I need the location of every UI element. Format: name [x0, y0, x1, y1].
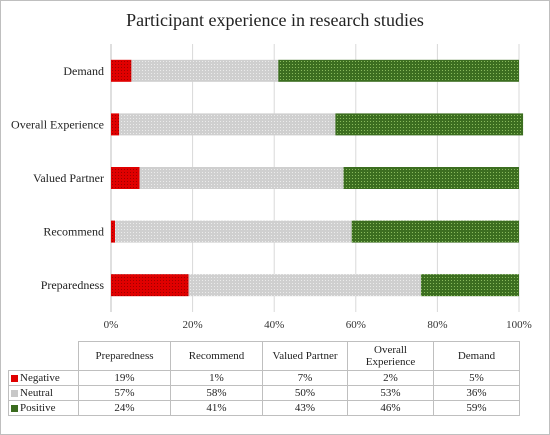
legend-entry-positive: Positive: [8, 400, 79, 416]
bar-positive: [351, 220, 519, 243]
data-table-header: Preparedness: [78, 341, 171, 371]
bar-negative: [111, 59, 132, 82]
data-label: 5%: [433, 370, 520, 386]
bar-positive: [278, 59, 519, 82]
bar-negative: [111, 113, 120, 136]
data-label: 36%: [433, 385, 520, 401]
data-label: 19%: [78, 370, 171, 386]
category-label: Recommend: [43, 225, 104, 239]
x-tick-label: 80%: [427, 319, 447, 331]
bar-negative: [111, 220, 116, 243]
data-label: 1%: [170, 370, 263, 386]
legend-label: Neutral: [20, 387, 53, 399]
data-label: 58%: [170, 385, 263, 401]
x-tick-label: 40%: [264, 319, 284, 331]
data-label: 59%: [433, 400, 520, 416]
legend-entry-neutral: Neutral: [8, 385, 79, 401]
data-table-row-positive: Positive 24% 41% 43% 46% 59%: [8, 400, 520, 416]
data-label: 7%: [262, 370, 348, 386]
data-table-corner: [9, 342, 79, 371]
bar-neutral: [115, 220, 352, 243]
data-label: 57%: [78, 385, 171, 401]
legend-label: Positive: [20, 402, 56, 414]
legend-entry-negative: Negative: [8, 370, 79, 386]
bar-neutral: [119, 113, 336, 136]
data-label: 53%: [347, 385, 434, 401]
bar-positive: [343, 167, 519, 189]
legend-swatch-neutral: [11, 390, 18, 397]
bars: [111, 59, 524, 297]
x-tick-label: 100%: [506, 319, 532, 331]
bar-positive: [335, 113, 524, 136]
bar-positive: [421, 274, 519, 297]
legend-label: Negative: [20, 372, 60, 384]
chart-plot: Preparedness Recommend Valued Partner Overa…: [11, 44, 532, 331]
x-tick-label: 20%: [183, 319, 203, 331]
legend-swatch-negative: [11, 375, 18, 382]
category-label: Valued Partner: [33, 171, 104, 185]
category-label: Demand: [63, 64, 104, 78]
data-table-header: Overall Experience: [347, 341, 434, 371]
bar-negative: [111, 167, 140, 189]
category-labels: Preparedness Recommend Valued Partner Overa…: [11, 64, 104, 292]
data-label: 2%: [347, 370, 434, 386]
bar-neutral: [188, 274, 422, 297]
x-tick-label: 0%: [104, 319, 119, 331]
chart-title: Participant experience in research studi…: [126, 10, 424, 30]
data-table-header: Demand: [433, 341, 520, 371]
x-tick-labels: 0% 20% 40% 60% 80% 100%: [104, 319, 532, 331]
data-table-row-neutral: Neutral 57% 58% 50% 53% 36%: [8, 385, 520, 401]
bar-negative: [111, 274, 189, 297]
data-table: Preparedness Recommend Valued Partner Ov…: [8, 341, 520, 416]
data-label: 43%: [262, 400, 348, 416]
category-label: Preparedness: [41, 278, 105, 292]
data-label: 46%: [347, 400, 434, 416]
bar-neutral: [131, 59, 279, 82]
category-label: Overall Experience: [11, 117, 104, 131]
data-table-row-negative: Negative 19% 1% 7% 2% 5%: [8, 370, 520, 386]
data-table-header-row: Preparedness Recommend Valued Partner Ov…: [9, 341, 520, 371]
x-tick-label: 60%: [346, 319, 366, 331]
data-table-header: Valued Partner: [262, 341, 348, 371]
data-label: 50%: [262, 385, 348, 401]
data-label: 41%: [170, 400, 263, 416]
data-table-header: Recommend: [170, 341, 263, 371]
bar-neutral: [139, 167, 344, 189]
data-label: 24%: [78, 400, 171, 416]
legend-swatch-positive: [11, 405, 18, 412]
